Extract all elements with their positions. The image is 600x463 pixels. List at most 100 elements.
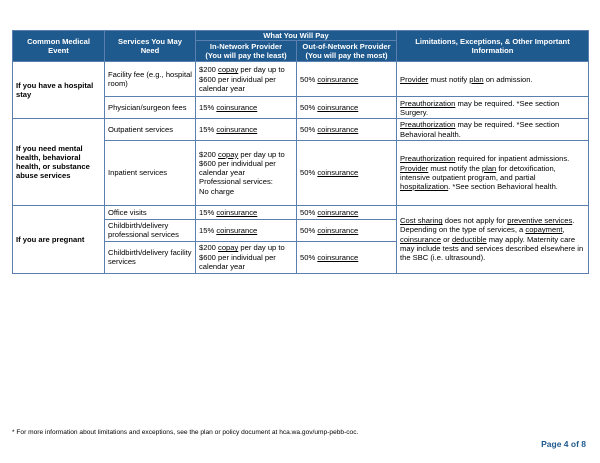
underlined-term: plan <box>481 163 497 173</box>
footnote: * For more information about limitations… <box>12 429 359 436</box>
underlined-term: coinsurance <box>317 225 359 235</box>
underlined-term: coinsurance <box>317 103 359 113</box>
text-run: No charge <box>199 186 235 196</box>
text-run: per day up to $600 per individual per ca… <box>199 65 285 93</box>
underlined-term: coinsurance <box>216 225 258 235</box>
limitations-cell: Cost sharing does not apply for preventi… <box>396 204 590 274</box>
underlined-term: Preauthorization <box>400 120 456 130</box>
underlined-term: Provider <box>400 74 429 84</box>
text-run: 50% <box>300 74 318 84</box>
paragraph: Preauthorization required for inpatient … <box>400 154 585 191</box>
text-run: 15% <box>199 207 217 217</box>
underlined-term: coinsurance <box>400 234 441 244</box>
service-cell: Physician/surgeon fees <box>104 96 196 120</box>
out-network-cell: 50% coinsurance <box>295 240 398 274</box>
limitations-cell: Preauthorization may be required. *See s… <box>396 118 590 141</box>
underlined-term: Preauthorization <box>400 98 456 108</box>
page-number: Page 4 of 8 <box>541 439 586 449</box>
text-run: required for inpatient admissions. <box>455 154 570 164</box>
header-in-network: In-Network Provider (You will pay the lea… <box>195 40 297 63</box>
paragraph: Cost sharing does not apply for preventi… <box>400 216 585 262</box>
paragraph: No charge <box>199 187 293 196</box>
header-out-network: Out-of-Network Provider (You will pay the… <box>295 40 398 63</box>
text-run: 15% <box>199 103 217 113</box>
text-run: for detoxification, intensive outpatient… <box>400 163 556 182</box>
header-text: Out-of-Network Provider <box>302 42 391 51</box>
text-run: may apply. Maternity care may include te… <box>400 234 584 263</box>
text-run: 15% <box>199 225 217 235</box>
paragraph: $200 copay per day up to $600 per indivi… <box>199 243 293 271</box>
text-run: . *See section Behavioral health. <box>448 182 558 191</box>
limitations-cell: Provider must notify plan on admission. <box>396 61 590 98</box>
underlined-term: Preauthorization <box>400 154 456 164</box>
paragraph: 50% coinsurance <box>300 168 393 177</box>
text-run: per day up to $600 per individual per ca… <box>199 149 285 178</box>
underlined-term: coinsurance <box>317 207 359 217</box>
underlined-term: coinsurance <box>317 168 359 178</box>
text-run: does not apply for <box>442 216 508 226</box>
paragraph: 50% coinsurance <box>300 253 393 262</box>
paragraph: 50% coinsurance <box>300 75 393 84</box>
text-run: 50% <box>300 207 318 217</box>
table-row: Childbirth/delivery facility services $20… <box>13 240 589 274</box>
underlined-term: copay <box>218 65 239 75</box>
text-run: 50% <box>300 225 318 235</box>
service-cell: Office visits <box>104 204 196 220</box>
underlined-term: copay <box>218 243 239 253</box>
in-network-cell: 15% coinsurance <box>195 118 297 141</box>
underlined-term: preventive services <box>507 216 573 226</box>
out-network-cell: 50% coinsurance <box>295 118 398 141</box>
table-row: If you have a hospital stay Facility fee … <box>12 61 590 120</box>
event-cell: If you have a hospital stay <box>12 61 105 120</box>
in-network-cell: $200 copay per day up to $600 per indivi… <box>195 61 297 98</box>
service-cell: Facility fee (e.g., hospital room) <box>104 61 196 98</box>
event-cell: If you are pregnant <box>12 204 105 274</box>
table-row: Inpatient services $200 copay per day up … <box>13 139 590 206</box>
text-run: 50% <box>300 168 318 178</box>
service-cell: Outpatient services <box>104 118 196 141</box>
paragraph: $200 copay per day up to $600 per indivi… <box>199 65 293 93</box>
paragraph: $200 copay per day up to $600 per indivi… <box>199 150 293 178</box>
benefits-table: Common Medical Event Services You May Ne… <box>12 29 590 274</box>
text-run: 50% <box>300 124 318 134</box>
text-run: 50% <box>300 252 318 262</box>
underlined-term: hospitalization <box>400 182 449 191</box>
header-note: (You will pay the least) <box>205 51 287 61</box>
table-row: If you are pregnant Office visits 15% coin… <box>12 204 590 274</box>
text-run: or <box>440 234 452 244</box>
text-run: Professional services: <box>199 177 273 187</box>
out-network-cell: 50% coinsurance <box>295 61 398 98</box>
underlined-term: Provider <box>400 163 429 173</box>
service-cell: Inpatient services <box>104 139 196 206</box>
text-run: $200 <box>199 65 219 75</box>
limitations-cell: Preauthorization may be required. *See s… <box>396 96 590 120</box>
out-network-cell: 50% coinsurance <box>295 96 398 120</box>
header-what-you-pay: What You Will Pay <box>194 29 398 42</box>
underlined-term: Cost sharing <box>400 216 443 226</box>
table-body: If you have a hospital stay Facility fee … <box>12 61 590 274</box>
in-network-cell: $200 copay per day up to $600 per indivi… <box>195 139 297 206</box>
paragraph: 50% coinsurance <box>300 226 393 235</box>
paragraph: Preauthorization may be required. *See s… <box>400 99 585 118</box>
in-network-cell: 15% coinsurance <box>195 218 297 242</box>
paragraph: 50% coinsurance <box>300 125 393 134</box>
paragraph: 15% coinsurance <box>199 226 293 235</box>
in-network-cell: 15% coinsurance <box>195 204 297 220</box>
underlined-term: coinsurance <box>317 252 359 262</box>
underlined-term: coinsurance <box>317 74 359 84</box>
limitations-cell: Preauthorization required for inpatient … <box>396 139 590 206</box>
text-run: $200 <box>199 243 219 253</box>
underlined-term: coinsurance <box>216 103 258 113</box>
header-note: (You will pay the most) <box>305 51 388 61</box>
paragraph: 15% coinsurance <box>199 125 293 134</box>
underlined-term: coinsurance <box>317 124 359 134</box>
out-network-cell: 50% coinsurance <box>295 204 398 220</box>
text-run: 50% <box>300 103 318 113</box>
underlined-term: plan <box>469 74 484 84</box>
table-row: Physician/surgeon fees 15% coinsurance 50%… <box>13 96 590 120</box>
text-run: per day up to $600 per individual per ca… <box>199 243 285 271</box>
text-run: , <box>562 225 565 235</box>
paragraph: 50% coinsurance <box>300 208 393 217</box>
paragraph: 50% coinsurance <box>300 103 393 112</box>
